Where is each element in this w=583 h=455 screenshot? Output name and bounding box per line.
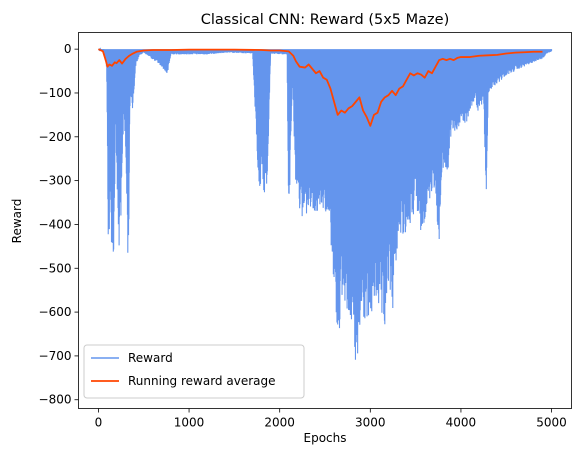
- chart-title: Classical CNN: Reward (5x5 Maze): [201, 12, 449, 28]
- x-tick-label: 4000: [446, 416, 477, 430]
- x-tick-label: 2000: [264, 416, 295, 430]
- x-axis-label: Epochs: [304, 431, 347, 445]
- y-tick-label: −400: [39, 217, 72, 231]
- series-reward: [98, 47, 553, 360]
- y-tick-label: −700: [39, 349, 72, 363]
- series-running-average: [98, 48, 543, 127]
- y-tick-label: −800: [39, 393, 72, 407]
- x-tick-label: 3000: [355, 416, 386, 430]
- legend-box: [83, 344, 305, 399]
- x-tick-label: 5000: [536, 416, 567, 430]
- y-tick-label: −300: [39, 174, 72, 188]
- y-tick-label: −600: [39, 305, 72, 319]
- x-tick-label: 1000: [174, 416, 205, 430]
- legend: Reward Running reward average: [83, 344, 305, 399]
- legend-label-running-average: Running reward average: [128, 374, 276, 388]
- y-tick-label: 0: [64, 42, 72, 56]
- plot-frame: [78, 32, 572, 409]
- y-axis-label: Reward: [10, 199, 24, 244]
- x-tick-label: 0: [95, 416, 103, 430]
- y-tick-label: −200: [39, 130, 72, 144]
- legend-label-reward: Reward: [128, 351, 173, 365]
- y-tick-label: −100: [39, 86, 72, 100]
- y-tick-label: −500: [39, 261, 72, 275]
